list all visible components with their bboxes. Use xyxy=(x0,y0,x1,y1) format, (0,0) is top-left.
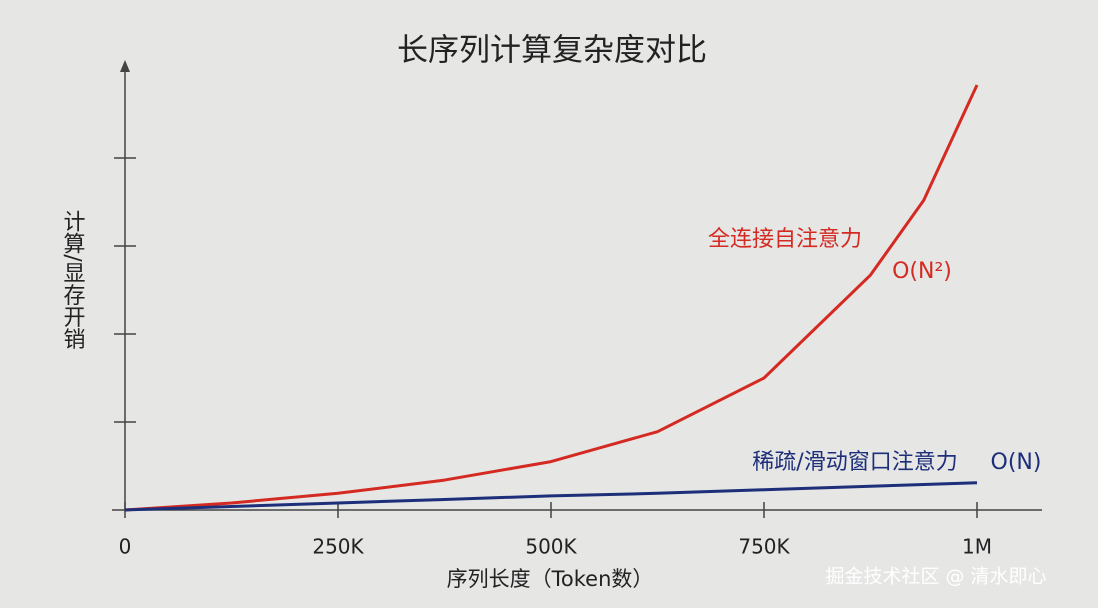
y-axis-label: 计算/显存开销 xyxy=(60,210,86,350)
series-line xyxy=(124,481,978,512)
series-complexity: O(N) xyxy=(991,450,1042,475)
x-axis-label: 序列长度（Token数） xyxy=(447,567,654,591)
chart-title: 长序列计算复杂度对比 xyxy=(397,33,707,69)
series-label: 稀疏/滑动窗口注意力 xyxy=(752,450,957,475)
series-line xyxy=(124,84,979,512)
series-complexity: O(N²) xyxy=(892,259,952,284)
x-tick-label: 1M xyxy=(962,535,992,559)
x-tick-label: 750K xyxy=(738,535,790,559)
x-tick-label: 500K xyxy=(525,535,577,559)
x-tick-label: 0 xyxy=(119,535,132,559)
x-tick-label: 250K xyxy=(312,535,364,559)
y-axis-arrow xyxy=(120,60,130,72)
series-label: 全连接自注意力 xyxy=(708,227,862,252)
watermark: 掘金技术社区 @ 清水即心 xyxy=(825,566,1046,588)
